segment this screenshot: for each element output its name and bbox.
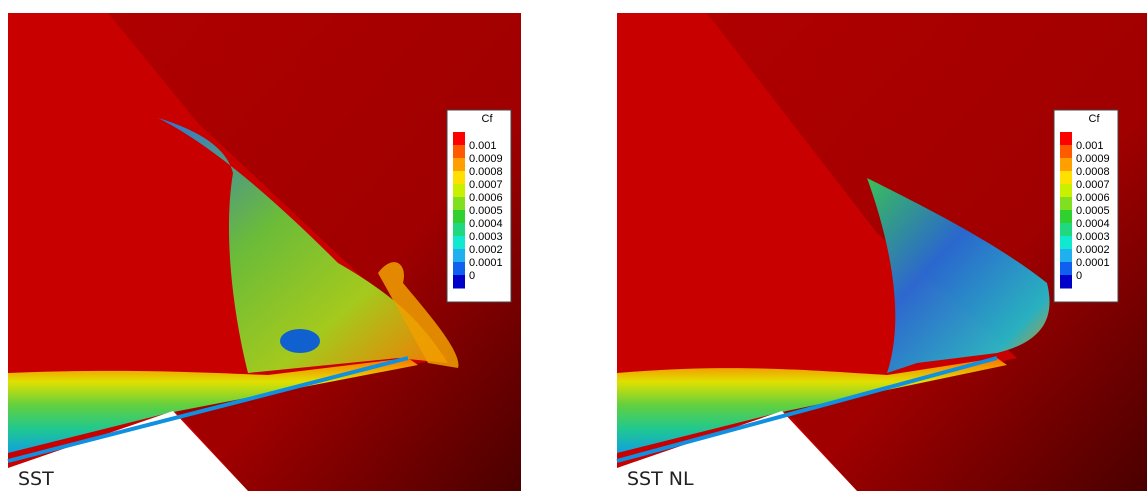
legend-swatch <box>1060 184 1072 198</box>
legend-swatch <box>453 145 465 159</box>
legend-swatch <box>453 223 465 237</box>
legend: Cf0.0010.00090.00080.00070.00060.00050.0… <box>447 110 511 302</box>
panel-label: SST <box>18 468 54 490</box>
legend-label: 0.0003 <box>1076 231 1110 243</box>
legend-label: 0 <box>1076 270 1082 282</box>
legend-label: 0.0005 <box>469 205 503 217</box>
legend-swatch <box>453 262 465 276</box>
legend-title: Cf <box>482 113 494 125</box>
legend-label: 0.0007 <box>1076 179 1110 191</box>
legend-swatch <box>453 184 465 198</box>
legend-label: 0.0001 <box>469 257 503 269</box>
legend-label: 0.0006 <box>469 192 503 204</box>
legend-label: 0.0009 <box>469 153 503 165</box>
legend-swatch <box>1060 249 1072 263</box>
legend-label: 0.0008 <box>1076 166 1110 178</box>
legend-swatch <box>453 132 465 146</box>
legend-label: 0.0004 <box>1076 218 1110 230</box>
legend-label: 0.0007 <box>469 179 503 191</box>
legend-label: 0.0004 <box>469 218 503 230</box>
legend-swatch <box>453 197 465 211</box>
legend-label: 0.0002 <box>1076 244 1110 256</box>
legend-swatch <box>1060 197 1072 211</box>
legend-swatch <box>1060 158 1072 172</box>
legend-label: 0.0009 <box>1076 153 1110 165</box>
legend-swatch <box>1060 145 1072 159</box>
panel-label: SST NL <box>627 468 694 490</box>
figure-svg: SST Cf0.0010.00090.00080.00070.00060.000… <box>0 0 1147 491</box>
panel: SST NL Cf0.0010.00090.00080.00070.00060.… <box>617 13 1147 491</box>
legend-label: 0.0005 <box>1076 205 1110 217</box>
legend-label: 0.0008 <box>469 166 503 178</box>
legend-label: 0.0003 <box>469 231 503 243</box>
legend-label: 0.0006 <box>1076 192 1110 204</box>
legend-swatch <box>1060 132 1072 146</box>
legend-swatch <box>1060 210 1072 224</box>
legend-swatch <box>1060 262 1072 276</box>
legend-swatch <box>453 210 465 224</box>
legend-label: 0.0002 <box>469 244 503 256</box>
legend: Cf0.0010.00090.00080.00070.00060.00050.0… <box>1054 110 1118 302</box>
legend-swatch <box>1060 275 1072 289</box>
legend-label: 0.001 <box>1076 140 1104 152</box>
legend-swatch <box>453 171 465 185</box>
legend-swatch <box>453 249 465 263</box>
legend-label: 0.0001 <box>1076 257 1110 269</box>
legend-swatch <box>453 236 465 250</box>
legend-swatch <box>453 158 465 172</box>
legend-label: 0.001 <box>469 140 497 152</box>
legend-swatch <box>453 275 465 289</box>
legend-swatch <box>1060 171 1072 185</box>
legend-swatch <box>1060 223 1072 237</box>
legend-swatch <box>1060 236 1072 250</box>
figure: SST Cf0.0010.00090.00080.00070.00060.000… <box>0 0 1147 491</box>
legend-label: 0 <box>469 270 475 282</box>
legend-title: Cf <box>1089 113 1101 125</box>
panel: SST Cf0.0010.00090.00080.00070.00060.000… <box>8 13 521 491</box>
